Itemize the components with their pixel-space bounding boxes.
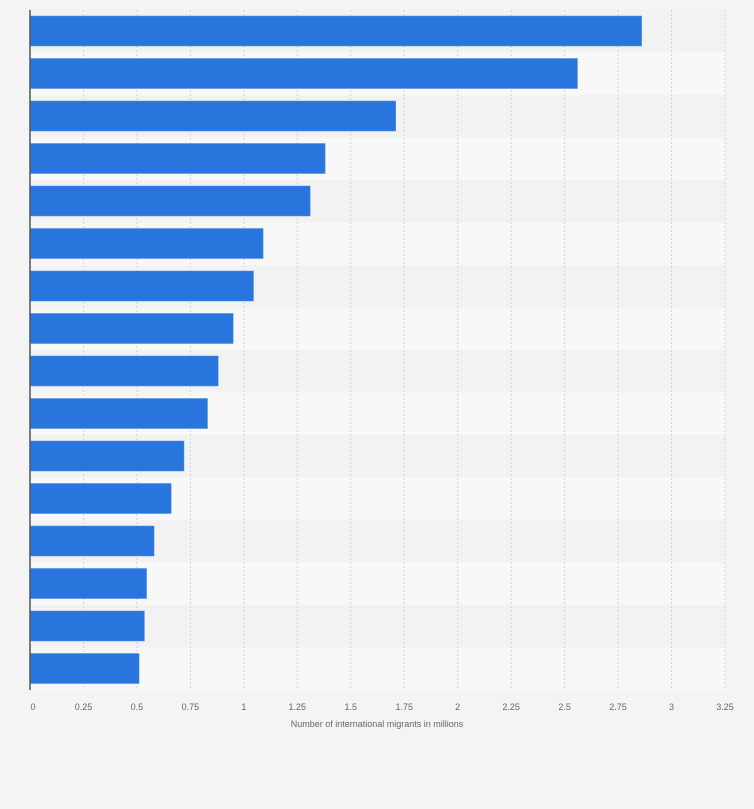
x-axis-ticks: 0 0.25 0.5 0.75 1 1.25 1.5 1.75 2 2.25 2.5 2.75 3 3.2… — [30, 702, 733, 712]
bar — [29, 15, 642, 47]
x-tick-label: 2.5 — [558, 702, 571, 712]
bar — [29, 313, 234, 344]
x-tick-label: 2 — [455, 702, 460, 712]
x-tick-label: 3 — [669, 702, 674, 712]
x-tick-label: 1.25 — [289, 702, 307, 712]
x-tick-label: 3.25 — [716, 702, 734, 712]
bar — [29, 568, 147, 599]
x-tick-label: 2.25 — [502, 702, 520, 712]
x-tick-label: 0.5 — [131, 702, 144, 712]
bar — [29, 355, 219, 387]
x-tick-label: 0.75 — [182, 702, 200, 712]
x-tick-label: 0 — [30, 702, 35, 712]
row-stripe — [30, 605, 725, 648]
bar — [29, 100, 396, 132]
bar — [29, 270, 254, 302]
x-axis-label: Number of international migrants in mill… — [291, 719, 464, 729]
bar — [29, 653, 140, 684]
bar — [29, 228, 264, 259]
bar — [29, 525, 155, 557]
bar — [29, 143, 326, 174]
x-tick-label: 1 — [241, 702, 246, 712]
bar — [29, 398, 208, 429]
bar — [29, 185, 311, 217]
bars — [29, 15, 642, 684]
row-stripe — [30, 647, 725, 690]
bar — [29, 440, 185, 472]
x-tick-label: 0.25 — [75, 702, 93, 712]
bar — [29, 58, 578, 89]
bar — [29, 483, 172, 514]
bar — [29, 610, 145, 642]
x-tick-label: 2.75 — [609, 702, 627, 712]
x-tick-label: 1.5 — [345, 702, 358, 712]
x-tick-label: 1.75 — [395, 702, 413, 712]
